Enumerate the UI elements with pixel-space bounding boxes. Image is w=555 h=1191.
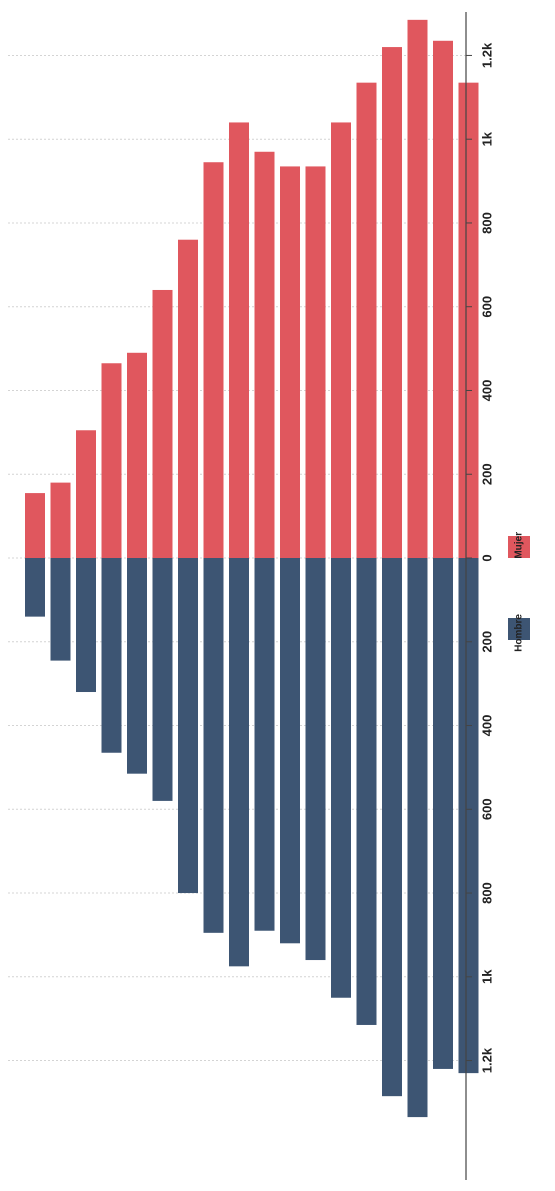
bar-mujer (331, 122, 351, 558)
tick-label: 1.2k (480, 1047, 495, 1073)
bar-hombre (229, 558, 249, 967)
bar-mujer (127, 352, 147, 558)
bar-mujer (254, 151, 275, 558)
bar-hombre (280, 558, 300, 944)
bar-mujer (229, 122, 249, 558)
bar-hombre (203, 558, 224, 933)
bar-mujer (25, 493, 45, 558)
tick-label: 1.2k (480, 42, 495, 68)
bar-mujer (356, 82, 377, 559)
legend-label: Hombre (514, 614, 525, 652)
tick-label: 200 (480, 463, 495, 485)
bar-mujer (433, 40, 453, 559)
tick-label: 200 (480, 631, 495, 653)
bar-mujer (50, 482, 71, 558)
bar-hombre (407, 558, 428, 1118)
bar-mujer (178, 239, 198, 558)
bar-mujer (152, 289, 173, 558)
legend-swatch (508, 536, 530, 558)
bar-mujer (280, 166, 300, 558)
value-axis: 1.2k 1k 800 600 400 200 0 200 400 600 800 1k 1.2k (465, 12, 495, 1180)
tick-label: 600 (480, 296, 495, 318)
bar-mujer (407, 19, 428, 559)
tick-label: 800 (480, 882, 495, 904)
legend-swatch (508, 618, 530, 640)
bar-hombre (433, 558, 453, 1069)
bar-mujer (76, 430, 96, 558)
legend-label: Mujer (514, 532, 525, 559)
bar-hombre (178, 558, 198, 894)
bar-hombre (254, 558, 275, 931)
bar-hombre (382, 558, 402, 1097)
bar-hombre (305, 558, 326, 961)
tick-label: 1k (480, 131, 495, 146)
tick-label: 1k (480, 969, 495, 984)
bar-hombre (331, 558, 351, 998)
tick-label: 400 (480, 380, 495, 402)
bar-hombre (101, 558, 122, 753)
legend: Hombre Mujer (508, 532, 530, 652)
bar-hombre (152, 558, 173, 801)
bar-hombre (50, 558, 71, 661)
tick-label: 800 (480, 212, 495, 234)
tick-label: 600 (480, 798, 495, 820)
bar-mujer (305, 166, 326, 558)
bar-mujer (101, 363, 122, 558)
bar-mujer (382, 47, 402, 559)
bar-mujer (458, 82, 479, 559)
bar-hombre (76, 558, 96, 693)
bar-hombre (127, 558, 147, 774)
bars (25, 19, 479, 1118)
bar-mujer (203, 162, 224, 558)
bar-hombre (458, 558, 479, 1074)
tick-label: 400 (480, 715, 495, 737)
bar-hombre (25, 558, 45, 617)
bar-hombre (356, 558, 377, 1025)
tick-label: 0 (480, 554, 495, 561)
